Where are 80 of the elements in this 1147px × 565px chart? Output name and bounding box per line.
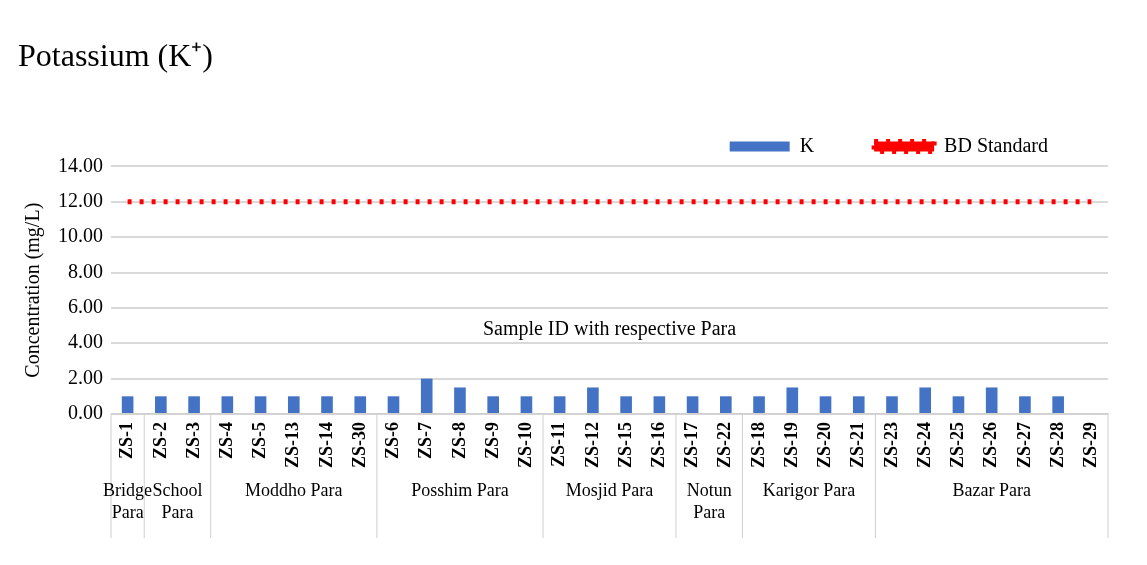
x-tick-label: ZS-28 <box>1046 421 1067 468</box>
y-tick-label: 14.00 <box>58 153 103 176</box>
x-tick-label: ZS-7 <box>415 421 436 459</box>
bar <box>420 378 433 413</box>
bar <box>454 387 466 413</box>
bar <box>188 396 200 413</box>
text: Bazar Para <box>952 479 1031 500</box>
bar <box>952 396 965 413</box>
x-tick-label: ZS-2 <box>149 421 170 459</box>
y-tick-label: 2.00 <box>68 365 103 388</box>
bar <box>487 396 499 413</box>
x-tick-label: ZS-3 <box>182 421 203 459</box>
x-tick-label: ZS-13 <box>282 421 303 468</box>
bar <box>553 396 566 413</box>
y-tick-label: 4.00 <box>68 330 103 353</box>
bar <box>520 396 533 413</box>
bar <box>155 396 167 413</box>
legend-label: BD Standard <box>944 133 1049 156</box>
bar <box>786 387 799 413</box>
bar <box>919 387 932 413</box>
x-axis-title: Sample ID with respective Para <box>482 317 737 341</box>
x-tick-label: ZS-21 <box>847 421 868 468</box>
bar <box>354 396 367 413</box>
text: Bridge Para <box>103 479 153 522</box>
bar <box>819 396 832 413</box>
x-tick-label: ZS-12 <box>581 421 602 468</box>
x-tick-label: ZS-11 <box>548 421 569 468</box>
x-tick-label: ZS-9 <box>481 421 502 459</box>
text: Karigor Para <box>762 479 856 500</box>
bar <box>121 396 134 413</box>
bar <box>852 396 865 413</box>
text: Posshim Para <box>411 479 509 500</box>
x-tick-label: ZS-22 <box>714 421 735 468</box>
text: School Para <box>152 479 203 522</box>
chart-title: Potassium (K⁺) <box>18 36 213 73</box>
x-tick-label: ZS-1 <box>116 421 137 459</box>
x-tick-label: ZS-4 <box>215 421 236 459</box>
x-tick-label: ZS-15 <box>614 421 635 468</box>
x-tick-label: ZS-17 <box>681 421 702 468</box>
bar <box>387 396 400 413</box>
x-tick-label: ZS-6 <box>382 421 403 459</box>
bar <box>321 396 333 413</box>
bar <box>653 396 666 413</box>
text: Mosjid Para <box>565 479 654 500</box>
bar <box>886 396 898 413</box>
x-tick-label: ZS-25 <box>947 421 968 468</box>
bar <box>686 396 699 413</box>
bar <box>221 396 234 413</box>
x-tick-label: ZS-26 <box>980 421 1001 468</box>
y-tick-label: 10.00 <box>58 224 103 247</box>
text: Moddho Para <box>245 479 343 500</box>
x-tick-label: ZS-16 <box>648 421 669 468</box>
bar <box>587 387 599 413</box>
bar <box>287 396 300 413</box>
bar <box>720 396 732 413</box>
y-tick-label: 0.00 <box>68 401 103 424</box>
y-tick-label: 12.00 <box>58 189 103 212</box>
x-tick-label: ZS-23 <box>880 421 901 468</box>
x-tick-label: ZS-5 <box>249 421 270 459</box>
bar <box>1019 396 1031 413</box>
x-tick-label: ZS-10 <box>515 421 536 468</box>
x-tick-label: ZS-18 <box>747 421 768 468</box>
text: Notun Para <box>686 479 732 522</box>
bar <box>620 396 632 413</box>
bar <box>254 396 267 413</box>
bar <box>985 387 998 413</box>
x-tick-label: ZS-14 <box>315 421 336 468</box>
x-tick-label: ZS-30 <box>348 421 369 468</box>
x-tick-label: ZS-19 <box>780 421 801 468</box>
y-tick-label: 6.00 <box>68 295 103 318</box>
y-axis-title: Concentration (mg/L) <box>21 202 45 378</box>
x-tick-label: ZS-8 <box>448 421 469 459</box>
legend-label: K <box>799 133 815 156</box>
x-tick-label: ZS-29 <box>1080 421 1101 468</box>
y-tick-label: 8.00 <box>68 259 103 282</box>
bar <box>1052 396 1064 413</box>
x-tick-label: ZS-20 <box>814 421 835 468</box>
x-tick-label: ZS-27 <box>1013 421 1034 468</box>
x-tick-label: ZS-24 <box>913 421 934 468</box>
bar <box>753 396 765 413</box>
